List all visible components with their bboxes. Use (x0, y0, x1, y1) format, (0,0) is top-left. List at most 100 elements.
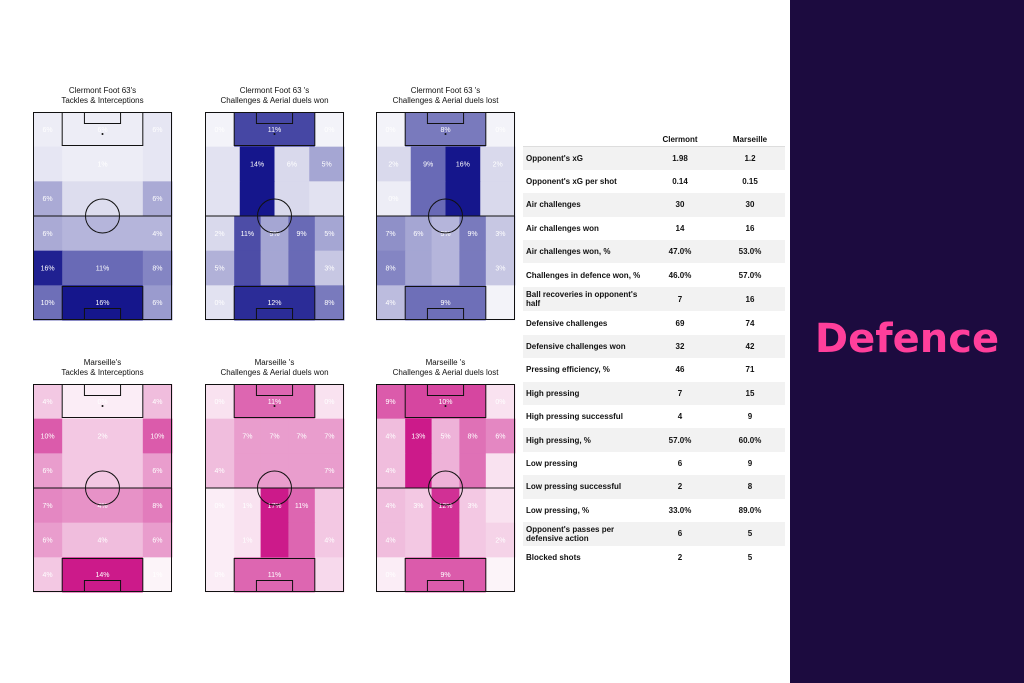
heat-cell-label: 0% (386, 572, 396, 579)
heat-cell-label: 10% (438, 399, 452, 406)
heat-cell (142, 250, 173, 286)
heat-cell (33, 285, 63, 321)
table-header-row: Clermont Marseille (523, 132, 785, 147)
heat-cell-label: 0% (324, 127, 334, 134)
heat-cell-label: 9% (440, 300, 450, 307)
heat-cell (142, 453, 173, 489)
heat-cell-label: 6% (43, 196, 53, 203)
pitch-line (255, 112, 294, 124)
heat-cell (142, 488, 173, 524)
row-label: Ball recoveries in opponent's half (523, 287, 645, 312)
heat-cell-label: 5% (215, 266, 225, 273)
heat-cell (33, 146, 63, 182)
row-value: 1.2 (715, 146, 785, 170)
heat-cell (205, 384, 235, 420)
heat-cell (288, 216, 316, 252)
heat-cell (234, 216, 262, 252)
heat-cell (431, 418, 460, 454)
table-row: Blocked shots 2 5 (523, 546, 785, 569)
heat-cell-label: 10% (41, 434, 55, 441)
pitch-line (426, 384, 465, 396)
heat-cell-label: 3% (413, 503, 423, 510)
heat-cell (485, 112, 516, 148)
heat-cell (459, 250, 487, 286)
row-label: Challenges in defence won, % (526, 270, 641, 280)
heat-cell (33, 522, 63, 558)
heat-cell (288, 250, 316, 286)
heat-cell-label: 4% (386, 538, 396, 545)
heat-cell-label: 16% (95, 300, 109, 307)
heat-cell-label: 4% (152, 231, 162, 238)
pitch-title: Clermont Foot 63 's Challenges & Aerial … (392, 86, 499, 105)
row-value: 16 (745, 223, 755, 233)
table-row: Challenges in defence won, % 46.0% 57.0% (523, 263, 785, 287)
heat-cell-label: 1% (152, 572, 162, 579)
row-label: Opponent's passes per defensive action (523, 521, 645, 546)
table-row: High pressing successful 4 9 (523, 405, 785, 428)
heat-cell-label: 4% (324, 538, 334, 545)
heat-cell (431, 522, 460, 558)
table-row: Air challenges 30 30 (523, 193, 785, 217)
row-value: 9 (747, 458, 753, 468)
row-label: Blocked shots (526, 553, 581, 563)
heat-cell-label: 8% (440, 127, 450, 134)
pitch-line (255, 308, 294, 320)
heat-cell (309, 146, 345, 182)
heat-cell (480, 146, 516, 182)
heat-cell (376, 522, 406, 558)
heat-cell (459, 216, 487, 252)
heat-cell-label: 8% (324, 300, 334, 307)
row-label: High pressing, % (523, 428, 645, 452)
heat-cell (205, 453, 235, 489)
heat-cell (314, 112, 345, 148)
heat-cell-label: 5% (269, 231, 279, 238)
row-value: 89.0% (738, 505, 762, 515)
heat-cell (62, 418, 144, 454)
heat-cell (62, 250, 144, 286)
heat-cell-label: 0% (215, 300, 225, 307)
heat-cell (405, 384, 487, 420)
penalty-spot (444, 133, 447, 135)
heat-cell (234, 557, 316, 593)
pitch-heatmap: 0% 11% 0% 14% 6% 5% 2% 11% 5% 9% 5% 5% 3% 0% 12% 8% (205, 112, 345, 321)
table-row: Air challenges won 14 16 (523, 217, 785, 240)
heat-cell (314, 418, 345, 454)
heat-cell-label: 7% (43, 503, 53, 510)
heat-cell (485, 522, 516, 558)
row-value: 6 (645, 521, 715, 546)
heat-cell-label: 11% (96, 266, 110, 273)
heat-cell-label: 10% (41, 300, 55, 307)
heat-cell-label: 5% (440, 231, 450, 238)
heat-cell (410, 181, 446, 217)
heat-cell (205, 522, 235, 558)
table-row: Opponent's xG per shot 0.14 0.15 (523, 170, 785, 193)
heat-cell (376, 146, 412, 182)
table-row: Low pressing successful 2 8 (523, 475, 785, 499)
heat-cell-label: 2% (97, 434, 107, 441)
heat-cell-label: 9% (468, 231, 478, 238)
pitch-line (426, 308, 465, 320)
heat-cell-label: 0% (97, 399, 107, 406)
heat-cell (405, 522, 433, 558)
heat-cell (33, 216, 63, 252)
heat-cell (33, 418, 63, 454)
row-value: 71 (745, 365, 755, 375)
heat-cell-label: 11% (295, 503, 309, 510)
heat-cell (33, 250, 63, 286)
heat-cell (239, 181, 275, 217)
pitch-line (426, 112, 465, 124)
row-label: High pressing (523, 381, 645, 406)
heat-cell-label: 14% (95, 572, 109, 579)
row-value: 74 (745, 318, 755, 328)
heat-cell (376, 557, 406, 593)
row-label: High pressing successful (526, 412, 623, 422)
heat-cell (459, 522, 487, 558)
heat-cell (234, 112, 316, 148)
heat-cell (260, 522, 289, 558)
heat-cell (405, 488, 433, 524)
heat-cell (205, 216, 235, 252)
heat-cell (33, 453, 63, 489)
pitch-line (257, 198, 292, 234)
heat-cell (260, 418, 289, 454)
heat-cell (205, 488, 235, 524)
